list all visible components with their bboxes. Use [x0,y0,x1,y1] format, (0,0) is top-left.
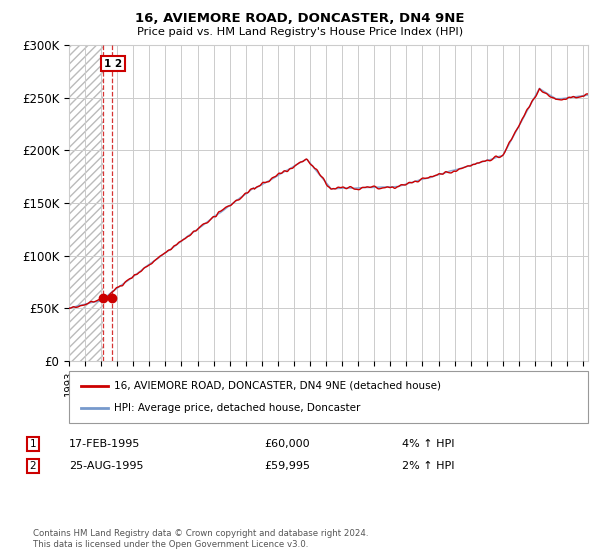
Text: HPI: Average price, detached house, Doncaster: HPI: Average price, detached house, Donc… [114,403,361,413]
Text: £60,000: £60,000 [264,439,310,449]
Text: 1: 1 [29,439,37,449]
Text: 1 2: 1 2 [104,58,122,68]
Text: Contains HM Land Registry data © Crown copyright and database right 2024.
This d: Contains HM Land Registry data © Crown c… [33,529,368,549]
Text: 25-AUG-1995: 25-AUG-1995 [69,461,143,471]
Text: 4% ↑ HPI: 4% ↑ HPI [402,439,455,449]
Text: 16, AVIEMORE ROAD, DONCASTER, DN4 9NE: 16, AVIEMORE ROAD, DONCASTER, DN4 9NE [135,12,465,25]
Text: 2: 2 [29,461,37,471]
Text: £59,995: £59,995 [264,461,310,471]
Text: 17-FEB-1995: 17-FEB-1995 [69,439,140,449]
Bar [69,45,103,361]
Text: 2% ↑ HPI: 2% ↑ HPI [402,461,455,471]
Bar [69,45,103,361]
Text: Price paid vs. HM Land Registry's House Price Index (HPI): Price paid vs. HM Land Registry's House … [137,27,463,37]
Text: 16, AVIEMORE ROAD, DONCASTER, DN4 9NE (detached house): 16, AVIEMORE ROAD, DONCASTER, DN4 9NE (d… [114,381,441,391]
